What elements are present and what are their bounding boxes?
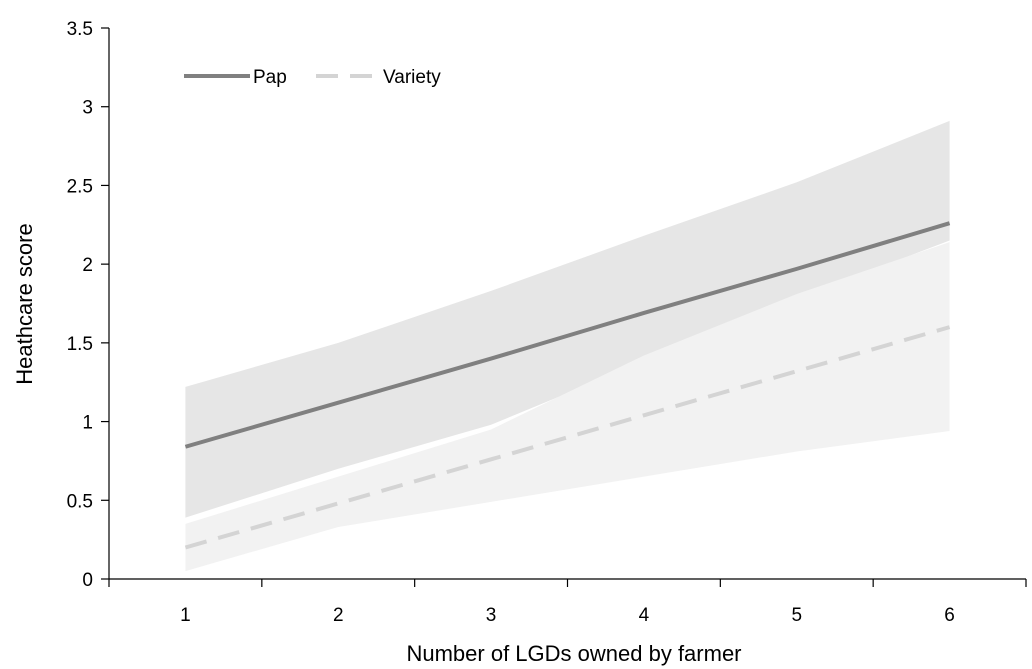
- y-tick-label: 1.5: [67, 334, 93, 355]
- legend-label-variety: Variety: [383, 67, 441, 88]
- series-line-variety: [184, 325, 951, 550]
- y-tick-label: 2.5: [67, 176, 93, 197]
- legend: Pap Variety: [184, 67, 441, 88]
- confidence-band-variety: [185, 242, 950, 572]
- series-line-pap: [184, 221, 951, 449]
- series-lines: [184, 221, 951, 550]
- x-axis-title: Number of LGDs owned by farmer: [406, 641, 741, 666]
- y-tick-label: 0.5: [67, 491, 93, 512]
- x-tick-label: 4: [639, 605, 650, 626]
- confidence-band-pap: [185, 120, 950, 518]
- y-tick-label: 3.5: [67, 19, 93, 40]
- x-axis-ticks: 1 2 3 4 5 6: [108, 579, 1027, 626]
- x-tick-label: 1: [180, 605, 191, 626]
- legend-label-pap: Pap: [253, 67, 287, 88]
- x-tick-label: 3: [486, 605, 497, 626]
- y-tick-label: 0: [82, 570, 93, 591]
- y-axis-title: Heathcare score: [12, 223, 37, 384]
- y-axis-ticks: 0 0.5 1 1.5 2 2.5 3 3.5: [67, 19, 109, 591]
- x-tick-label: 6: [944, 605, 955, 626]
- y-tick-label: 3: [82, 98, 93, 119]
- x-tick-label: 5: [791, 605, 802, 626]
- x-tick-label: 2: [333, 605, 344, 626]
- y-tick-label: 1: [82, 413, 93, 434]
- confidence-bands: [185, 120, 950, 572]
- y-tick-label: 2: [82, 255, 93, 276]
